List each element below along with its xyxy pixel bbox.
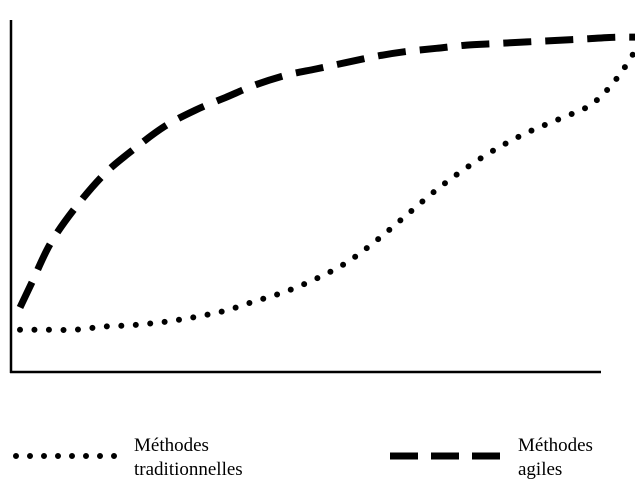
series-line-traditional — [17, 45, 635, 333]
legend-label-agile-line2: agiles — [518, 459, 562, 480]
legend-label-agile-line1: Méthodes — [518, 435, 593, 456]
legend: Méthodes traditionnelles Méthodes agiles — [13, 435, 593, 480]
legend-label-traditional-line2: traditionnelles — [134, 459, 243, 480]
series-line-agile — [16, 33, 635, 309]
series-layer — [16, 33, 635, 333]
legend-label-traditional-line1: Méthodes — [134, 435, 209, 456]
